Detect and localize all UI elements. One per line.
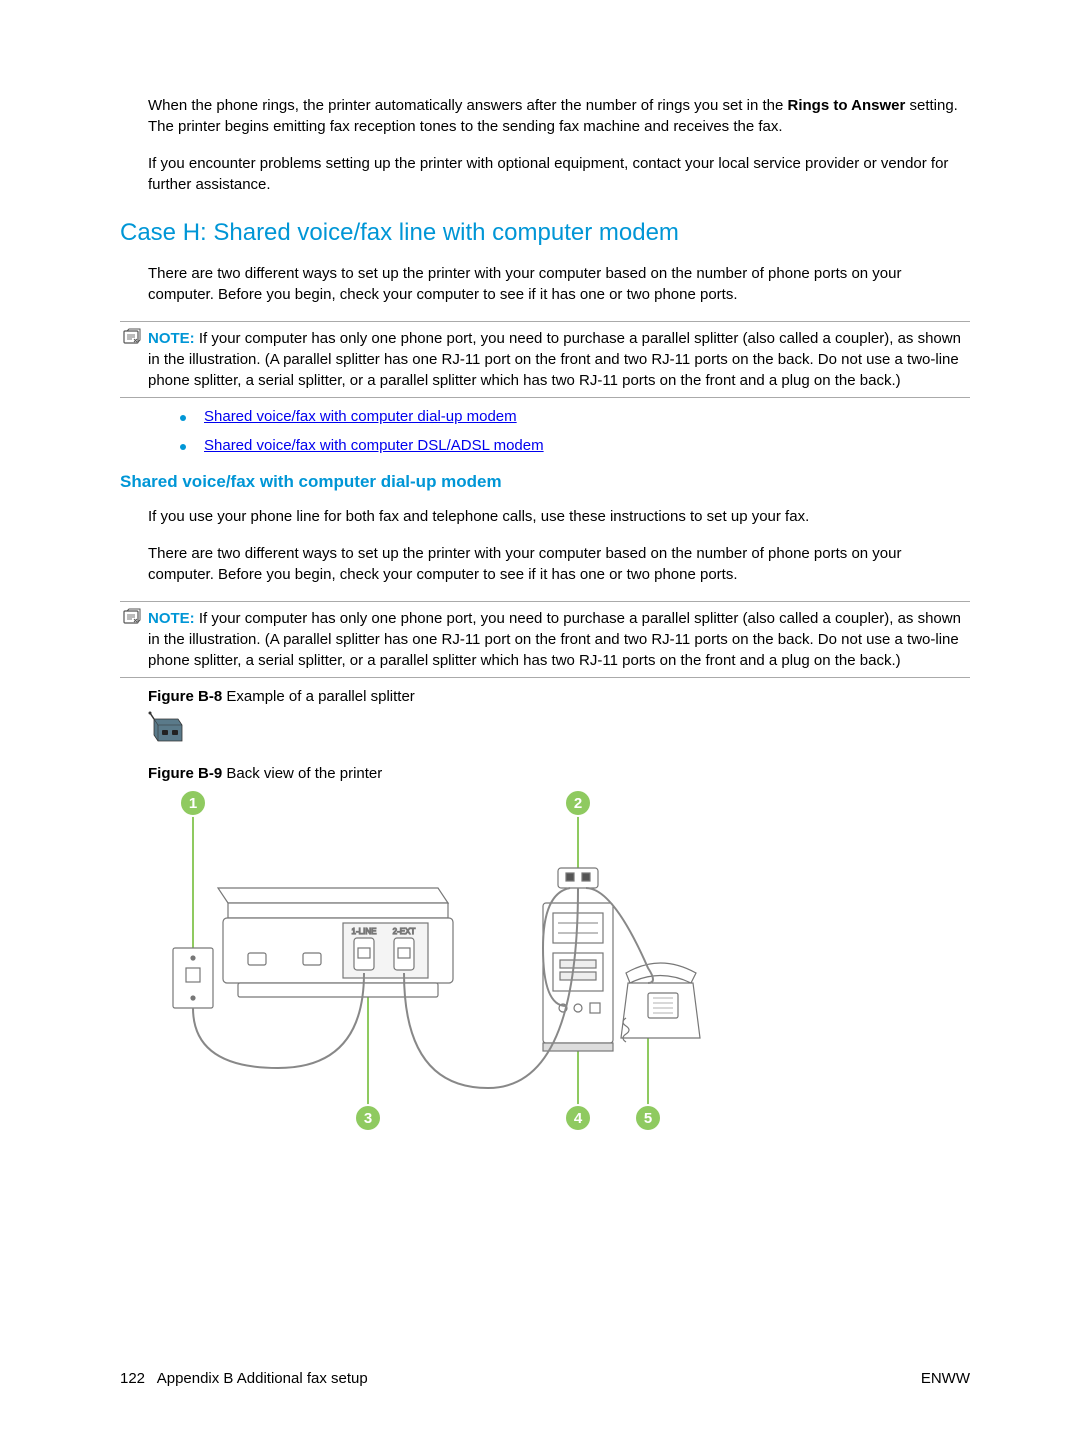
note-text-2: NOTE: If your computer has only one phon… <box>148 608 970 671</box>
intro-paragraph-1: When the phone rings, the printer automa… <box>148 95 970 137</box>
page-number: 122 <box>120 1370 145 1387</box>
case-h-link-list: Shared voice/fax with computer dial-up m… <box>180 408 970 454</box>
intro-paragraph-2: If you encounter problems setting up the… <box>148 153 970 195</box>
link-dialup-modem[interactable]: Shared voice/fax with computer dial-up m… <box>204 408 517 425</box>
note-body-1: If your computer has only one phone port… <box>148 330 961 389</box>
list-item: Shared voice/fax with computer DSL/ADSL … <box>180 437 970 454</box>
note-label-1: NOTE: <box>148 330 195 347</box>
case-h-heading: Case H: Shared voice/fax line with compu… <box>120 219 970 247</box>
note-box-2: NOTE: If your computer has only one phon… <box>120 601 970 678</box>
dialup-paragraph-1: If you use your phone line for both fax … <box>148 506 970 527</box>
case-h-paragraph-1: There are two different ways to set up t… <box>148 263 970 305</box>
note-body-2: If your computer has only one phone port… <box>148 610 961 669</box>
note-text-1: NOTE: If your computer has only one phon… <box>148 328 970 391</box>
intro-p1-pre: When the phone rings, the printer automa… <box>148 97 788 114</box>
bullet-icon <box>180 415 186 421</box>
list-item: Shared voice/fax with computer dial-up m… <box>180 408 970 425</box>
callout-4: 4 <box>574 1110 583 1127</box>
bullet-icon <box>180 444 186 450</box>
figure-b9-caption: Back view of the printer <box>226 765 382 782</box>
figure-b9-label: Figure B-9 Back view of the printer <box>148 765 970 782</box>
printer-back-diagram: 1 2 3 4 5 1-LINE <box>148 788 970 1138</box>
figure-b9-num: Figure B-9 <box>148 765 222 782</box>
callout-5: 5 <box>644 1110 652 1127</box>
callout-2: 2 <box>574 795 582 812</box>
dialup-paragraph-2: There are two different ways to set up t… <box>148 543 970 585</box>
callout-1: 1 <box>189 795 197 812</box>
callout-3: 3 <box>364 1110 372 1127</box>
port-label-ext: 2-EXT <box>393 927 416 936</box>
footer-right: ENWW <box>921 1370 970 1387</box>
intro-p1-bold: Rings to Answer <box>788 97 906 114</box>
page-footer: 122 Appendix B Additional fax setup ENWW <box>120 1370 970 1387</box>
figure-b8-num: Figure B-8 <box>148 688 222 705</box>
link-dsl-modem[interactable]: Shared voice/fax with computer DSL/ADSL … <box>204 437 544 454</box>
port-label-line: 1-LINE <box>352 927 377 936</box>
footer-chapter: Appendix B Additional fax setup <box>157 1370 368 1387</box>
note-label-2: NOTE: <box>148 610 195 627</box>
figure-b8-label: Figure B-8 Example of a parallel splitte… <box>148 688 970 705</box>
dialup-heading: Shared voice/fax with computer dial-up m… <box>120 472 970 492</box>
splitter-illustration <box>148 711 970 751</box>
footer-left: 122 Appendix B Additional fax setup <box>120 1370 368 1387</box>
note-box-1: NOTE: If your computer has only one phon… <box>120 321 970 398</box>
note-icon <box>122 328 142 346</box>
figure-b8-caption: Example of a parallel splitter <box>226 688 414 705</box>
note-icon <box>122 608 142 626</box>
